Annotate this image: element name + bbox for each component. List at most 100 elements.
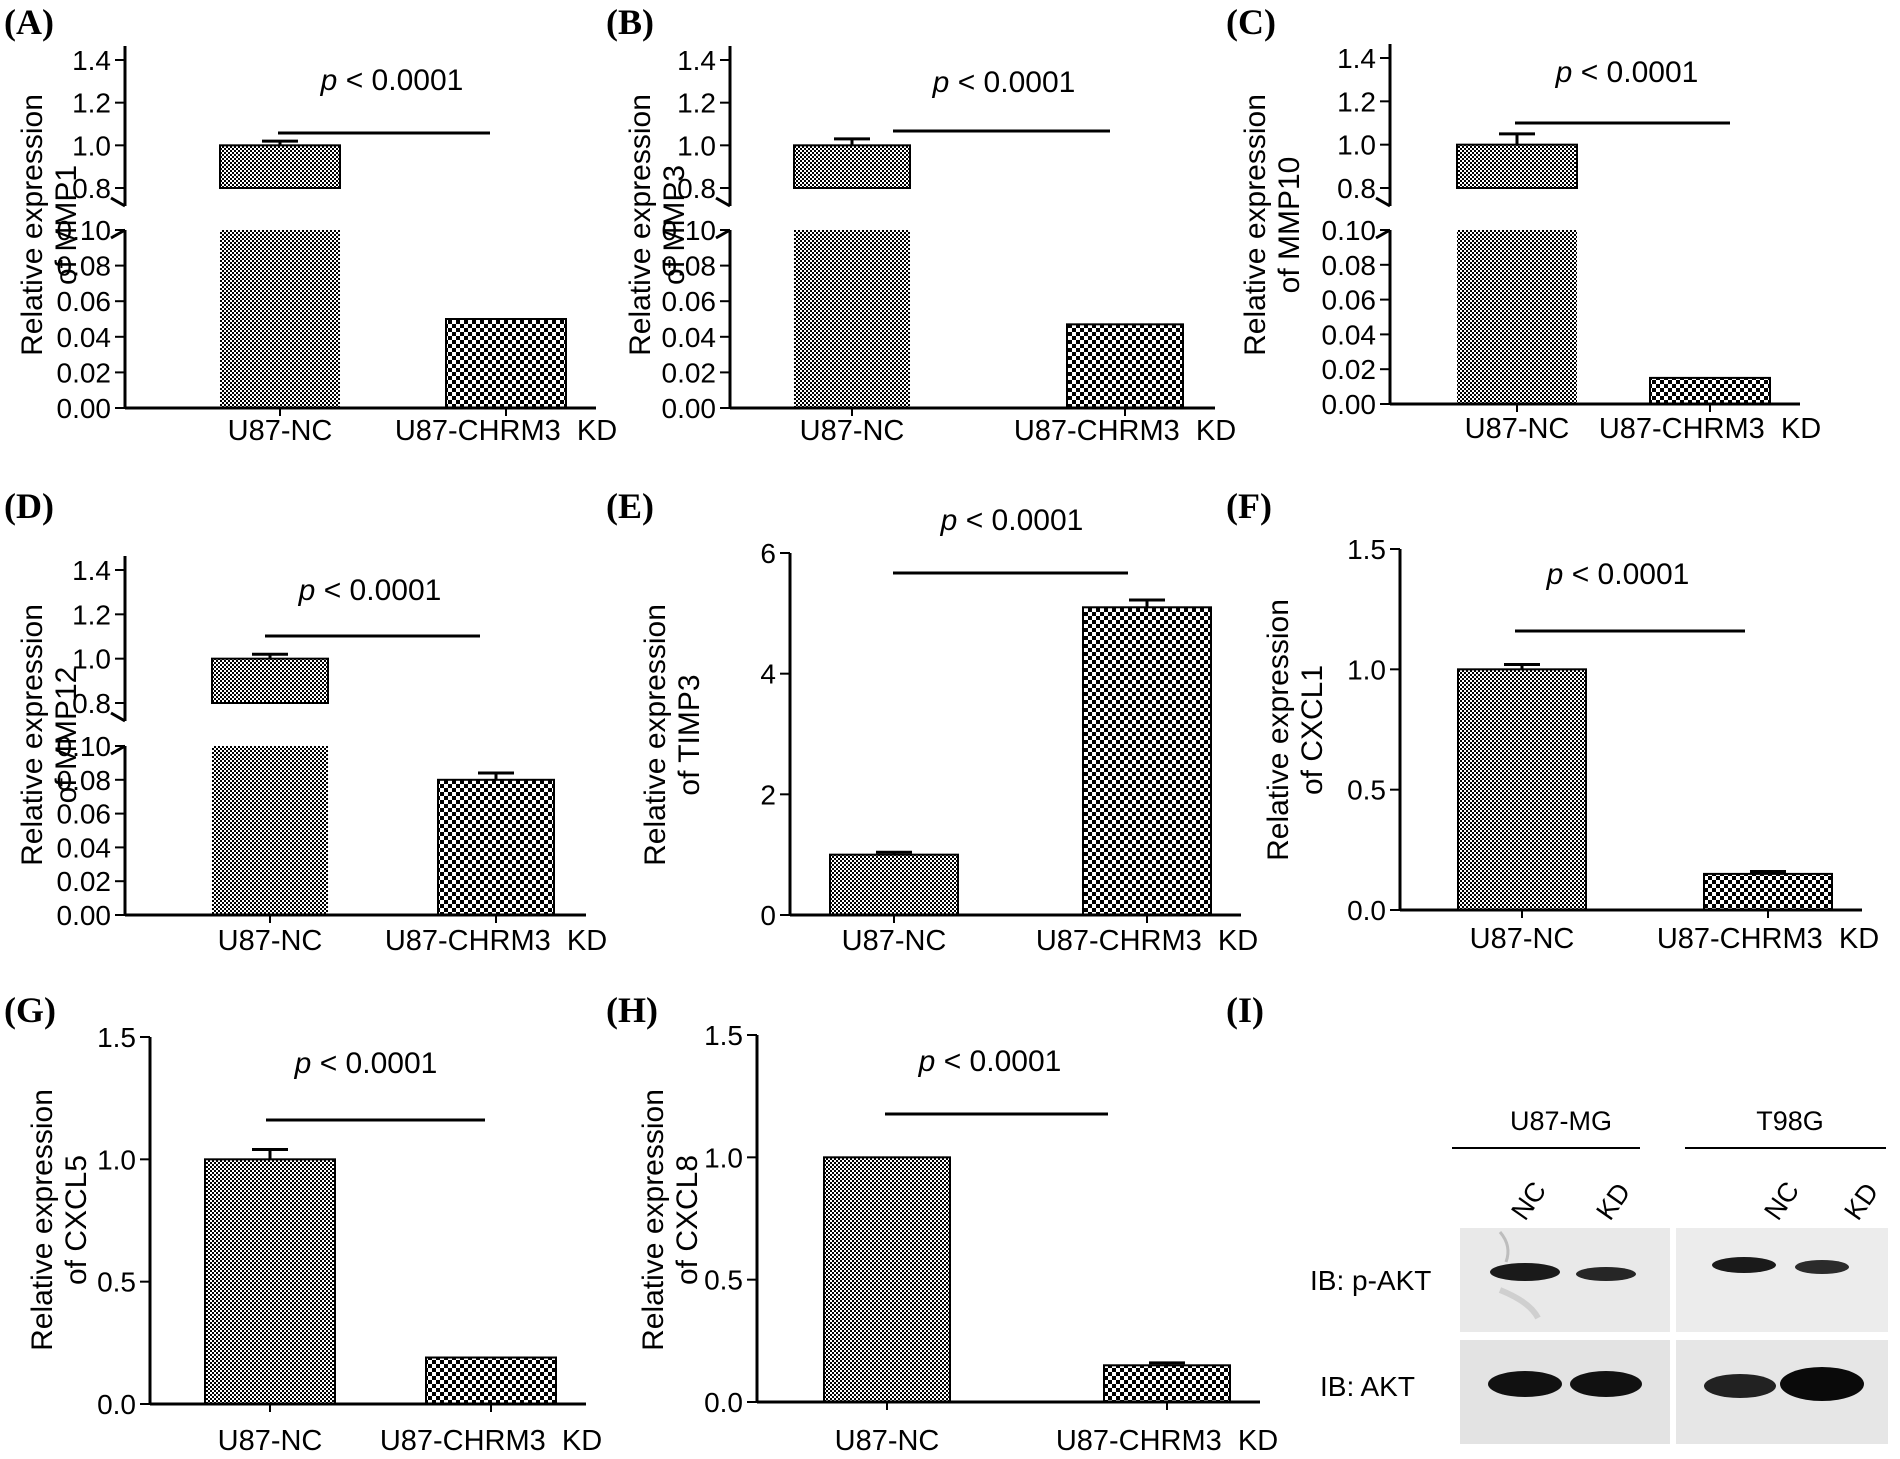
blot-band-pakt-t98g-nc xyxy=(1712,1257,1776,1273)
y-tick-label: 0.04 xyxy=(1322,319,1377,350)
panel-label-i: (I) xyxy=(1226,990,1264,1030)
y-axis-label-line: Relative expression xyxy=(16,94,49,356)
significance-p: p xyxy=(320,64,338,97)
blot-artifact xyxy=(1498,1287,1541,1320)
y-tick-label: 0.06 xyxy=(57,286,112,317)
significance-value: < 0.0001 xyxy=(337,64,463,97)
y-tick-label: 6 xyxy=(760,538,776,569)
y-tick-label: 1.5 xyxy=(704,1020,743,1051)
y-tick-label: 1.4 xyxy=(1337,43,1376,74)
x-tick-label: U87-CHRM3 KD xyxy=(1014,415,1236,447)
significance-annotation: p < 0.0001 xyxy=(294,1047,438,1080)
panel-label-a: (A) xyxy=(4,2,54,42)
y-axis-label-line: of CXCL8 xyxy=(671,1155,704,1285)
significance-value: < 0.0001 xyxy=(949,66,1075,99)
y-tick-label: 0.0 xyxy=(704,1387,743,1418)
blot-band-akt-u87-kd xyxy=(1570,1371,1642,1397)
y-tick-label: 1.2 xyxy=(72,88,111,119)
y-tick-label: 1.0 xyxy=(72,644,111,675)
x-tick-label: U87-CHRM3 KD xyxy=(395,415,617,447)
bar xyxy=(1649,376,1771,405)
significance-p: p xyxy=(1555,56,1573,89)
bar xyxy=(204,1158,336,1406)
y-tick-label: 0.02 xyxy=(1322,354,1377,385)
significance-p: p xyxy=(1546,558,1564,591)
panel-label-g: (G) xyxy=(4,990,56,1030)
significance-annotation: p < 0.0001 xyxy=(1555,56,1699,89)
bar xyxy=(220,230,340,408)
x-tick-label: U87-CHRM3 KD xyxy=(385,925,607,957)
blot-row-label-akt: IB: AKT xyxy=(1320,1371,1415,1402)
x-tick-label: U87-NC xyxy=(218,925,323,957)
y-axis-label: Relative expressionof CXCL8 xyxy=(637,1089,704,1351)
y-axis-label-line: Relative expression xyxy=(26,1089,59,1351)
y-tick-label: 1.4 xyxy=(72,45,111,76)
blot-lane-label: KD xyxy=(1838,1178,1884,1226)
y-tick-label: 2 xyxy=(760,779,776,810)
panel-label-h: (H) xyxy=(606,990,658,1030)
y-tick-label: 0.5 xyxy=(704,1265,743,1296)
significance-p: p xyxy=(298,574,316,607)
y-axis-label: Relative expressionof MMP3 xyxy=(624,94,691,356)
y-tick-label: 1.4 xyxy=(72,555,111,586)
y-axis-label-line: Relative expression xyxy=(16,604,49,866)
x-tick-label: U87-NC xyxy=(800,415,905,447)
y-tick-label: 0.02 xyxy=(57,866,112,897)
x-tick-label: U87-CHRM3 KD xyxy=(1056,1425,1278,1457)
blot-group-u87mg: U87-MG xyxy=(1510,1106,1612,1136)
y-tick-label: 0.8 xyxy=(72,173,111,204)
axis-break-mark xyxy=(110,744,126,756)
y-tick-label: 0.04 xyxy=(57,832,112,863)
blot-strip-pakt-t98g xyxy=(1676,1228,1888,1332)
axis-break-mark xyxy=(110,228,126,240)
x-tick-label: U87-NC xyxy=(1470,923,1575,955)
x-tick-label: U87-NC xyxy=(218,1425,323,1457)
charts-layer: 0.000.020.040.060.080.100.81.01.21.4U87-… xyxy=(16,43,1879,1457)
y-tick-label: 0.10 xyxy=(1322,215,1377,246)
y-axis-label: Relative expressionof TIMP3 xyxy=(639,604,706,866)
x-tick-label: U87-CHRM3 KD xyxy=(1036,925,1258,957)
y-tick-label: 0.8 xyxy=(72,688,111,719)
bar xyxy=(794,230,910,408)
panel-label-d: (D) xyxy=(4,486,54,526)
bar xyxy=(425,1356,557,1405)
x-tick-label: U87-NC xyxy=(228,415,333,447)
y-axis-label-line: Relative expression xyxy=(639,604,672,866)
blot-strip-pakt-u87mg xyxy=(1460,1228,1670,1332)
y-axis-label: Relative expressionof MMP10 xyxy=(1239,94,1306,356)
blot-band-pakt-u87-kd xyxy=(1576,1267,1636,1281)
x-tick-label: U87-CHRM3 KD xyxy=(380,1425,602,1457)
y-axis-label-line: of CXCL1 xyxy=(1296,665,1329,795)
axis-break-mark xyxy=(1375,228,1391,240)
y-tick-label: 1.0 xyxy=(1347,654,1386,685)
y-axis-label: Relative expressionof MMP1 xyxy=(16,94,83,356)
y-axis-label-line: Relative expression xyxy=(1262,599,1295,861)
y-tick-label: 0.00 xyxy=(57,393,112,424)
y-tick-label: 0.10 xyxy=(57,215,112,246)
y-tick-label: 1.2 xyxy=(72,599,111,630)
blot-band-akt-t98g-kd xyxy=(1780,1367,1864,1401)
y-tick-label: 0.0 xyxy=(1347,895,1386,926)
y-tick-label: 1.2 xyxy=(677,88,716,119)
bar xyxy=(445,318,567,409)
blot-row-label-pakt: IB: p-AKT xyxy=(1310,1265,1431,1296)
bar xyxy=(1456,143,1578,190)
blot-band-akt-u87-nc xyxy=(1488,1371,1562,1397)
axis-break-mark xyxy=(1375,196,1391,208)
bar xyxy=(823,1156,951,1404)
bar xyxy=(793,144,911,189)
y-axis-label: Relative expressionof CXCL5 xyxy=(26,1089,93,1351)
y-tick-label: 0.02 xyxy=(662,357,717,388)
y-tick-label: 0.08 xyxy=(662,251,717,282)
y-tick-label: 0.04 xyxy=(57,322,112,353)
y-axis-label-line: of MMP10 xyxy=(1273,157,1306,294)
y-tick-label: 1.2 xyxy=(1337,86,1376,117)
blot-strip-akt-u87mg xyxy=(1460,1340,1670,1444)
significance-p: p xyxy=(932,66,950,99)
bar xyxy=(219,144,341,189)
significance-annotation: p < 0.0001 xyxy=(932,66,1076,99)
blot-lane-label: NC xyxy=(1758,1176,1805,1225)
blot-artifact xyxy=(1498,1231,1510,1263)
bar xyxy=(1457,230,1577,404)
bar xyxy=(829,853,959,917)
